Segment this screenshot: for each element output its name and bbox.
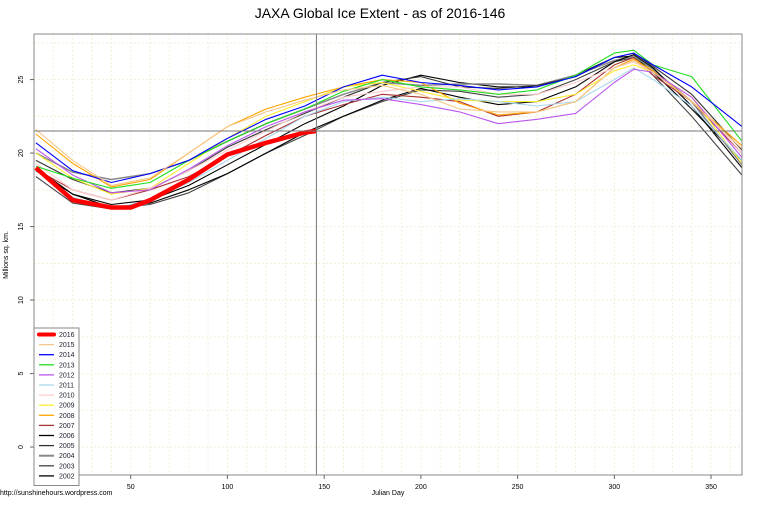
legend-label-2003: 2003 bbox=[59, 463, 75, 470]
series-line-2009 bbox=[35, 64, 743, 195]
legend-label-2007: 2007 bbox=[59, 423, 75, 430]
y-axis: 0 5 10 15 20 25 bbox=[18, 76, 34, 449]
x-tick-label: 250 bbox=[512, 484, 524, 491]
x-tick-label: 200 bbox=[415, 484, 427, 491]
grid bbox=[34, 34, 742, 475]
series-line-2015 bbox=[35, 59, 743, 186]
legend-label-2010: 2010 bbox=[59, 393, 75, 400]
series-line-2007 bbox=[35, 56, 743, 201]
x-tick-label: 350 bbox=[705, 484, 717, 491]
series-line-2006 bbox=[35, 54, 743, 209]
series-line-2010 bbox=[35, 61, 743, 201]
legend-label-2015: 2015 bbox=[59, 342, 75, 349]
plot-frame bbox=[33, 33, 743, 476]
y-tick-label: 0 bbox=[18, 445, 25, 449]
series-line-2016 bbox=[34, 128, 317, 210]
legend-label-2014: 2014 bbox=[59, 352, 75, 359]
legend-label-2008: 2008 bbox=[59, 413, 75, 420]
x-tick-label: 50 bbox=[127, 484, 135, 491]
legend-label-2005: 2005 bbox=[59, 443, 75, 450]
y-tick-label: 10 bbox=[18, 296, 25, 304]
legend-label-2002: 2002 bbox=[59, 473, 75, 480]
series-line-2011 bbox=[35, 67, 743, 210]
y-axis-label: Millions sq. km. bbox=[3, 231, 10, 279]
legend-label-2013: 2013 bbox=[59, 362, 75, 369]
series-lines bbox=[34, 49, 743, 210]
legend-label-2016: 2016 bbox=[59, 332, 75, 339]
y-tick-label: 5 bbox=[18, 372, 25, 376]
x-tick-label: 100 bbox=[222, 484, 234, 491]
chart-title: JAXA Global Ice Extent - as of 2016-146 bbox=[255, 5, 506, 21]
y-tick-label: 15 bbox=[18, 223, 25, 231]
series-line-2008 bbox=[35, 58, 743, 188]
series-line-2005 bbox=[35, 52, 743, 194]
y-tick-label: 25 bbox=[18, 76, 25, 84]
x-tick-label: 300 bbox=[608, 484, 620, 491]
series-line-2002 bbox=[35, 55, 743, 206]
series-line-2012 bbox=[35, 68, 743, 194]
series-line-2013 bbox=[35, 49, 743, 189]
legend-label-2011: 2011 bbox=[59, 383, 74, 390]
legend-label-2012: 2012 bbox=[59, 372, 75, 379]
series-line-2014 bbox=[35, 52, 743, 184]
x-tick-label: 150 bbox=[318, 484, 330, 491]
legend-label-2004: 2004 bbox=[59, 453, 75, 460]
x-axis: 50 100 150 200 250 300 350 bbox=[127, 475, 717, 491]
x-axis-label: Julian Day bbox=[372, 490, 405, 497]
y-tick-label: 20 bbox=[18, 149, 25, 157]
series-line-2004 bbox=[35, 55, 743, 181]
legend-label-2006: 2006 bbox=[59, 433, 75, 440]
reference-lines bbox=[34, 34, 742, 475]
credit-text: http://sunshinehours.wordpress.com bbox=[0, 490, 113, 497]
legend: 2016 2015 2014 2013 2012 2011 2010 2009 2008 2007… bbox=[33, 327, 80, 486]
legend-label-2009: 2009 bbox=[59, 403, 75, 410]
